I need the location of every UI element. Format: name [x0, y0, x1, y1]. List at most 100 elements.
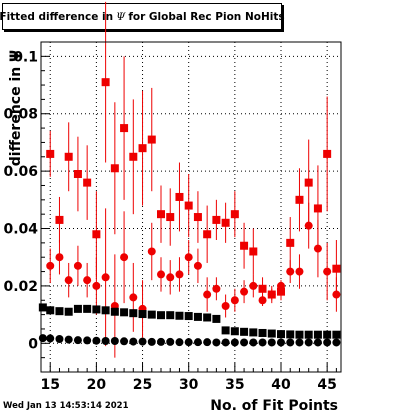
x-tick-label: 45	[317, 377, 336, 393]
data-point-circle	[240, 287, 249, 296]
data-point-circle	[129, 337, 138, 346]
data-point-circle	[286, 267, 295, 276]
data-point-circle	[64, 276, 73, 285]
data-point-square	[221, 218, 230, 227]
data-point-circle	[249, 338, 258, 347]
data-point-square	[323, 149, 332, 158]
data-series	[38, 1, 341, 358]
data-point-circle	[240, 338, 249, 347]
data-point-square	[120, 124, 129, 133]
data-point-square	[193, 312, 202, 321]
y-tick-label: 0.04	[3, 222, 38, 238]
data-point-circle	[92, 281, 101, 290]
data-point-square	[166, 311, 175, 320]
y-tick-label: 0.08	[3, 107, 38, 123]
data-point-circle	[230, 338, 239, 347]
data-point-square	[313, 204, 322, 213]
chart-title-text-2: for Global Rec Pion NoHits	[128, 10, 285, 23]
data-point-square	[332, 330, 341, 339]
data-point-circle	[304, 221, 313, 230]
data-point-square	[304, 178, 313, 187]
data-point-square	[157, 311, 165, 320]
data-point-circle	[230, 296, 239, 305]
data-point-square	[323, 330, 332, 339]
data-point-circle	[212, 338, 221, 347]
data-point-square	[64, 152, 73, 161]
data-point-square	[129, 309, 138, 318]
data-point-circle	[138, 337, 147, 346]
data-point-square	[193, 213, 202, 222]
data-point-circle	[83, 336, 92, 345]
data-point-circle	[295, 338, 304, 347]
data-point-square	[175, 192, 184, 201]
x-axis-label: No. of Fit Points	[210, 398, 338, 414]
plot-frame	[40, 41, 342, 373]
data-point-square	[64, 307, 73, 316]
y-axis-label: difference in Ψ	[8, 50, 24, 166]
data-point-square	[157, 210, 165, 219]
data-point-square	[184, 312, 193, 321]
data-point-square	[73, 170, 82, 178]
data-point-square	[110, 164, 119, 173]
x-tick-label: 35	[225, 377, 244, 393]
data-point-square	[147, 135, 156, 144]
data-point-circle	[258, 338, 267, 347]
data-point-square	[92, 230, 101, 239]
series-0	[46, 1, 341, 304]
chart-title: Fitted difference in Ψ for Global Rec Pi…	[0, 3, 285, 30]
data-point-square	[240, 327, 249, 336]
data-point-square	[295, 330, 304, 339]
data-point-circle	[267, 338, 276, 347]
data-point-square	[332, 264, 341, 273]
data-point-circle	[277, 281, 285, 290]
data-point-square	[203, 230, 212, 239]
data-point-circle	[249, 281, 258, 290]
data-point-circle	[120, 337, 129, 346]
data-point-circle	[193, 261, 202, 270]
data-point-circle	[286, 338, 295, 347]
axis-ticks: 15 20 25 30 35 40 45 0 0.02 0.04 0.06 0.08 0.1	[3, 49, 336, 393]
data-point-square	[38, 303, 47, 312]
x-tick-label: 15	[40, 377, 59, 393]
data-point-square	[221, 326, 230, 335]
data-point-circle	[147, 337, 156, 346]
data-point-circle	[332, 338, 341, 347]
data-point-square	[55, 215, 64, 224]
y-tick-label: 0	[28, 336, 38, 352]
data-point-circle	[129, 293, 138, 302]
data-point-circle	[38, 334, 47, 343]
data-point-circle	[184, 253, 193, 262]
data-point-square	[277, 330, 285, 339]
data-point-circle	[73, 336, 82, 345]
data-point-square	[138, 144, 147, 153]
data-point-circle	[55, 335, 64, 343]
y-tick-label: 0.02	[3, 279, 38, 295]
data-point-circle	[73, 261, 82, 270]
data-point-circle	[332, 290, 341, 299]
data-point-square	[46, 306, 55, 315]
data-point-square	[73, 304, 82, 313]
data-point-circle	[203, 338, 212, 347]
data-point-square	[267, 329, 276, 338]
data-point-square	[249, 328, 258, 337]
timestamp: Wed Jan 13 14:53:14 2021	[3, 401, 129, 411]
data-point-circle	[323, 267, 332, 276]
data-point-square	[212, 314, 221, 323]
data-point-square	[212, 215, 221, 224]
data-point-circle	[64, 335, 73, 344]
data-point-circle	[258, 296, 267, 305]
data-point-square	[258, 284, 267, 293]
data-point-circle	[277, 338, 285, 347]
data-point-circle	[92, 336, 101, 345]
data-point-circle	[221, 338, 230, 347]
data-point-circle	[175, 270, 184, 279]
data-point-square	[120, 308, 129, 317]
data-point-circle	[166, 273, 175, 282]
data-point-circle	[323, 338, 332, 347]
data-point-circle	[46, 261, 55, 270]
data-point-circle	[313, 244, 322, 253]
data-point-square	[203, 313, 212, 322]
data-point-square	[166, 213, 175, 222]
data-point-circle	[83, 276, 92, 285]
